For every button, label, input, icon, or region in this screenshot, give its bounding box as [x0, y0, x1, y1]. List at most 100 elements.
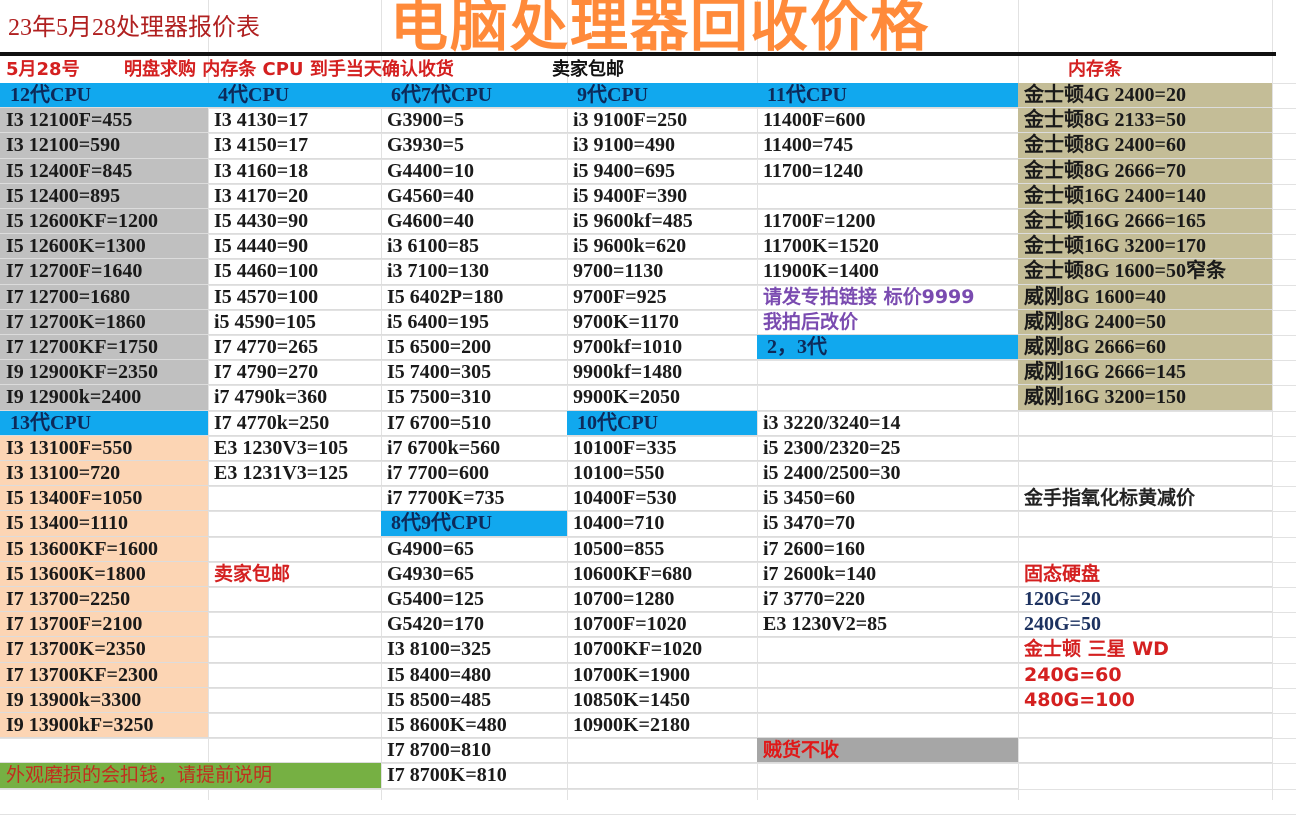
price-cell[interactable]: i5 9600k=620: [567, 234, 757, 260]
empty-cell[interactable]: [567, 763, 757, 789]
price-cell[interactable]: 请发专拍链接 标价9999: [757, 285, 1018, 310]
price-cell[interactable]: I7 4770=265: [208, 335, 381, 361]
price-cell[interactable]: i5 2300/2320=25: [757, 436, 1018, 461]
price-cell[interactable]: I5 7400=305: [381, 360, 567, 386]
price-cell[interactable]: 威刚16G 2666=145: [1018, 360, 1272, 386]
empty-cell[interactable]: [208, 511, 381, 537]
price-cell[interactable]: 10900K=2180: [567, 713, 757, 739]
price-cell[interactable]: I5 4440=90: [208, 234, 381, 260]
price-cell[interactable]: 10700K=1900: [567, 663, 757, 688]
price-cell[interactable]: 10500=855: [567, 537, 757, 562]
empty-cell[interactable]: [208, 738, 381, 764]
price-cell[interactable]: i5 2400/2500=30: [757, 461, 1018, 487]
price-cell[interactable]: i5 9600kf=485: [567, 209, 757, 235]
empty-cell[interactable]: [1018, 537, 1272, 562]
price-cell[interactable]: i7 2600k=140: [757, 562, 1018, 587]
price-cell[interactable]: I7 12700KF=1750: [0, 335, 208, 361]
price-cell[interactable]: G4400=10: [381, 159, 567, 184]
price-cell[interactable]: 11400F=600: [757, 108, 1018, 134]
price-cell[interactable]: 威刚8G 2666=60: [1018, 335, 1272, 361]
price-cell[interactable]: i7 3770=220: [757, 587, 1018, 613]
price-cell[interactable]: i7 2600=160: [757, 537, 1018, 562]
price-cell[interactable]: 外观磨损的会扣钱，请提前说明: [0, 763, 381, 789]
empty-cell[interactable]: [208, 587, 381, 613]
section-header[interactable]: 12代CPU: [0, 83, 208, 109]
empty-cell[interactable]: [567, 738, 757, 764]
price-cell[interactable]: 120G=20: [1018, 587, 1272, 613]
price-cell[interactable]: I5 13400=1110: [0, 511, 208, 537]
price-cell[interactable]: I7 8700K=810: [381, 763, 567, 789]
empty-cell[interactable]: [208, 688, 381, 713]
price-cell[interactable]: 金士顿16G 2400=140: [1018, 183, 1272, 209]
empty-cell[interactable]: [757, 184, 1018, 209]
price-cell[interactable]: I3 4150=17: [208, 133, 381, 159]
price-cell[interactable]: 10700F=1020: [567, 612, 757, 638]
section-header[interactable]: 6代7代CPU: [381, 83, 567, 109]
price-cell[interactable]: I5 4460=100: [208, 259, 381, 285]
price-cell[interactable]: I7 12700K=1860: [0, 309, 208, 335]
price-cell[interactable]: I3 13100=720: [0, 461, 208, 487]
price-cell[interactable]: 金士顿8G 1600=50窄条: [1018, 259, 1272, 285]
empty-cell[interactable]: [208, 763, 381, 789]
empty-cell[interactable]: [1018, 411, 1272, 436]
price-cell[interactable]: 金士顿16G 2666=165: [1018, 209, 1272, 235]
price-cell[interactable]: I3 4160=18: [208, 159, 381, 184]
section-header[interactable]: 8代9代CPU: [381, 511, 567, 537]
price-cell[interactable]: I7 8700=810: [381, 738, 567, 764]
price-cell[interactable]: 9700kf=1010: [567, 335, 757, 361]
price-cell[interactable]: I5 8400=480: [381, 663, 567, 688]
section-header[interactable]: 2，3代: [757, 335, 1018, 361]
price-cell[interactable]: i3 7100=130: [381, 259, 567, 285]
price-cell[interactable]: I5 6500=200: [381, 335, 567, 361]
price-cell[interactable]: G4900=65: [381, 537, 567, 562]
price-cell[interactable]: 11900K=1400: [757, 259, 1018, 285]
price-cell[interactable]: E3 1230V2=85: [757, 612, 1018, 638]
price-cell[interactable]: E3 1231V3=125: [208, 461, 381, 487]
empty-cell[interactable]: [757, 688, 1018, 713]
price-cell[interactable]: I7 4790=270: [208, 360, 381, 386]
price-cell[interactable]: i7 7700=600: [381, 461, 567, 487]
price-cell[interactable]: I7 12700=1680: [0, 284, 208, 310]
price-cell[interactable]: 金士顿8G 2666=70: [1018, 158, 1272, 184]
price-cell[interactable]: I3 12100=590: [0, 133, 208, 159]
price-cell[interactable]: I7 6700=510: [381, 411, 567, 436]
price-cell[interactable]: 威刚8G 1600=40: [1018, 284, 1272, 310]
price-cell[interactable]: I5 13600K=1800: [0, 561, 208, 587]
price-cell[interactable]: 10400F=530: [567, 486, 757, 512]
empty-cell[interactable]: [757, 360, 1018, 386]
price-cell[interactable]: 威刚16G 3200=150: [1018, 385, 1272, 411]
price-cell[interactable]: I7 12700F=1640: [0, 259, 208, 285]
price-cell[interactable]: i3 6100=85: [381, 234, 567, 260]
price-cell[interactable]: i5 4590=105: [208, 310, 381, 335]
price-cell[interactable]: I5 4430=90: [208, 209, 381, 235]
price-cell[interactable]: 240G=50: [1018, 612, 1272, 638]
price-cell[interactable]: 我拍后改价: [757, 310, 1018, 335]
price-cell[interactable]: i7 4790k=360: [208, 385, 381, 411]
empty-cell[interactable]: [0, 738, 208, 764]
price-cell[interactable]: i7 6700k=560: [381, 436, 567, 461]
price-cell[interactable]: 11700F=1200: [757, 209, 1018, 235]
price-cell[interactable]: I3 4130=17: [208, 108, 381, 134]
price-cell[interactable]: 10600KF=680: [567, 562, 757, 587]
price-cell[interactable]: 10100F=335: [567, 436, 757, 461]
price-cell[interactable]: G4560=40: [381, 184, 567, 209]
price-cell[interactable]: I7 13700=2250: [0, 587, 208, 613]
price-cell[interactable]: 9900kf=1480: [567, 360, 757, 386]
price-cell[interactable]: i5 3450=60: [757, 486, 1018, 512]
price-cell[interactable]: 9700K=1170: [567, 310, 757, 335]
price-cell[interactable]: 9700=1130: [567, 259, 757, 285]
price-cell[interactable]: I3 8100=325: [381, 637, 567, 663]
price-cell[interactable]: I9 12900KF=2350: [0, 360, 208, 386]
empty-cell[interactable]: [1018, 461, 1272, 487]
price-cell[interactable]: G3900=5: [381, 108, 567, 134]
empty-cell[interactable]: [208, 713, 381, 739]
price-cell[interactable]: I9 12900k=2400: [0, 385, 208, 411]
price-cell[interactable]: I5 12600K=1300: [0, 234, 208, 260]
section-header[interactable]: 10代CPU: [567, 410, 757, 436]
empty-cell[interactable]: [757, 763, 1018, 789]
price-cell[interactable]: 10850K=1450: [567, 688, 757, 713]
price-cell[interactable]: I3 13100F=550: [0, 435, 208, 461]
empty-cell[interactable]: [208, 486, 381, 512]
price-cell[interactable]: I5 13400F=1050: [0, 486, 208, 512]
price-cell[interactable]: G4930=65: [381, 562, 567, 587]
